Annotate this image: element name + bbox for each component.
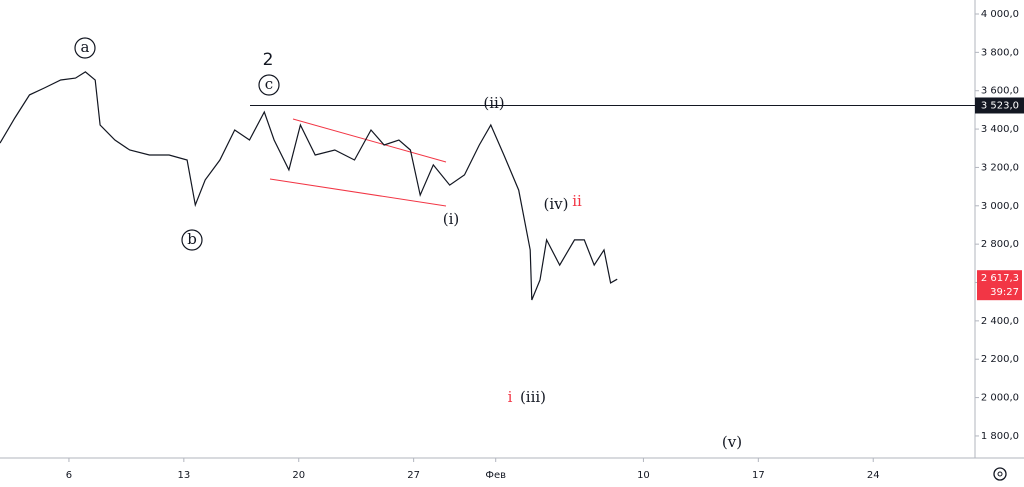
y-tick-label: 2 400,0	[981, 316, 1019, 327]
annotation-circle	[181, 229, 203, 251]
x-tick-label: 24	[867, 470, 880, 481]
x-tick-label: 20	[292, 470, 305, 481]
last-price-label: 2 617,3	[981, 273, 1019, 284]
wave-label: 2	[263, 50, 274, 70]
price-line-series	[0, 71, 618, 301]
settings-icon[interactable]	[993, 467, 1007, 481]
price-line-tag	[975, 97, 1024, 114]
y-tick-label: 3 400,0	[981, 124, 1019, 135]
x-tick-label: 13	[177, 470, 190, 481]
wave-label: b	[187, 230, 197, 248]
wave-label: (iii)	[520, 388, 546, 406]
wave-label: c	[265, 75, 273, 93]
y-tick-label: 3 000,0	[981, 201, 1019, 212]
wave-label: (iv)	[544, 195, 569, 213]
y-tick-label: 3 200,0	[981, 162, 1019, 173]
wave-label: ii	[572, 192, 582, 210]
annotation-circle	[74, 37, 96, 59]
y-tick-label: 4 000,0	[981, 9, 1019, 20]
y-tick-label: 1 800,0	[981, 431, 1019, 442]
last-price-tag	[977, 270, 1022, 301]
x-tick-label: 17	[752, 470, 765, 481]
trend-line	[269, 178, 447, 207]
x-tick-label: 10	[637, 470, 650, 481]
wave-label: (v)	[722, 433, 742, 451]
y-tick-label: 3 600,0	[981, 86, 1019, 97]
annotation-circle	[258, 74, 280, 96]
y-tick-label: 3 800,0	[981, 47, 1019, 58]
y-tick-label: 2 800,0	[981, 239, 1019, 250]
y-tick-label: 2 000,0	[981, 393, 1019, 404]
wave-label: a	[81, 38, 90, 56]
x-tick-label: 6	[66, 470, 72, 481]
trend-line	[292, 118, 447, 163]
price-line-label: 3 523,0	[981, 100, 1019, 111]
x-tick-label: Фев	[485, 470, 506, 481]
wave-label: (ii)	[483, 94, 504, 112]
wave-label: (i)	[443, 210, 460, 228]
wave-label: i	[508, 388, 513, 406]
countdown: 39:27	[990, 287, 1019, 298]
x-tick-label: 27	[407, 470, 420, 481]
y-tick-label: 2 200,0	[981, 354, 1019, 365]
